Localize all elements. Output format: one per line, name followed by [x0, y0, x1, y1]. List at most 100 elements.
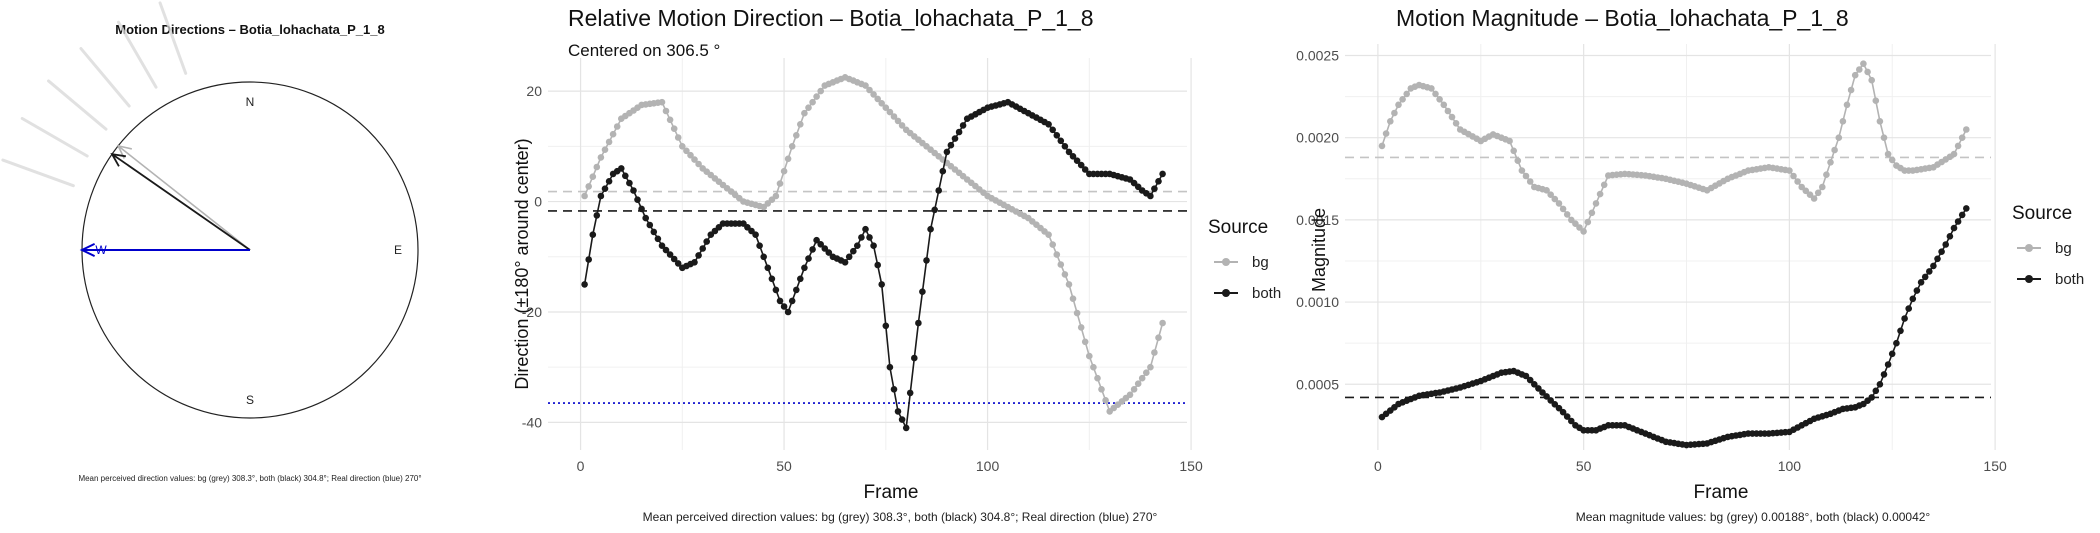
bg-point: [866, 86, 873, 94]
both-point: [1151, 185, 1158, 192]
x-tick-label: 100: [976, 458, 1000, 474]
bg-point: [691, 156, 698, 163]
bg-point: [1958, 134, 1966, 141]
bg-point: [797, 121, 804, 128]
both-point: [1522, 372, 1530, 380]
bg-point: [772, 192, 780, 200]
bg-point: [1102, 397, 1109, 404]
both-point: [1065, 148, 1073, 156]
x-tick-label: 0: [577, 458, 585, 474]
both-point: [874, 261, 881, 269]
bg-point: [1868, 76, 1875, 84]
bg-point: [609, 130, 617, 138]
both-point: [626, 179, 633, 187]
both-point: [894, 408, 902, 415]
bg-point: [894, 117, 902, 125]
bg-point: [1069, 295, 1077, 303]
both-point: [589, 231, 597, 238]
both-point: [1526, 376, 1534, 384]
real-arrow-head: [79, 243, 96, 257]
series-bg: [1378, 60, 1970, 235]
compass-label-north: N: [246, 95, 255, 109]
bg-point: [1518, 167, 1526, 174]
both-point: [585, 256, 592, 263]
both-point: [951, 135, 959, 142]
direction-caption: Mean perceived direction values: bg (gre…: [643, 510, 1158, 524]
bg-point: [1851, 71, 1859, 79]
both-point: [1551, 401, 1559, 408]
both-point: [898, 416, 906, 423]
bg-point: [601, 146, 609, 153]
both-point: [1901, 315, 1908, 322]
both-point: [1547, 397, 1554, 404]
bg-point: [1053, 251, 1061, 258]
bg-point: [1551, 195, 1559, 203]
bg-point: [1856, 66, 1863, 73]
bg-point: [1081, 338, 1089, 346]
bg-point: [593, 163, 601, 171]
bg-point: [1378, 142, 1386, 150]
bg-point: [1432, 90, 1439, 98]
both-point: [699, 245, 706, 252]
compass-arrows: [79, 144, 251, 257]
both-point: [752, 231, 759, 238]
bg-point: [1596, 190, 1604, 198]
both-point: [919, 288, 926, 296]
both-point: [1077, 161, 1085, 169]
both-point: [1954, 218, 1962, 225]
both-point: [1543, 393, 1550, 400]
both-point: [801, 264, 808, 272]
both-arrow-shaft: [111, 153, 251, 251]
bg-point: [1580, 228, 1587, 235]
both-point: [646, 221, 654, 229]
bg-point: [882, 104, 890, 111]
bg-point: [898, 122, 906, 129]
bg-point: [1045, 231, 1052, 238]
both-point: [1942, 241, 1949, 248]
magnitude-legend: Source bg both: [2012, 203, 2084, 288]
both-point: [674, 260, 682, 267]
bg-line: [1381, 62, 1968, 233]
bg-point: [1155, 334, 1162, 342]
legend-both-marker: [2025, 275, 2033, 283]
magnitude-title: Motion Magnitude – Botia_lohachata_P_1_8: [1396, 5, 1849, 31]
both-point: [935, 187, 942, 194]
both-point: [1061, 143, 1069, 150]
bg-point: [1387, 118, 1394, 125]
x-tick-label: 150: [1179, 458, 1203, 474]
y-tick-label: -20: [522, 304, 542, 320]
bg-point: [1950, 150, 1958, 158]
both-point: [776, 297, 784, 305]
y-tick-label: 0.0020: [1296, 130, 1339, 146]
legend-bg-marker: [1222, 258, 1230, 266]
both-point: [642, 214, 649, 222]
both-point: [886, 363, 894, 371]
bg-point: [1057, 261, 1065, 268]
direction-plot-area: 0 50 100 150 -40 -20 0 20: [522, 58, 1203, 474]
both-point: [858, 234, 865, 241]
bg-point: [674, 134, 682, 141]
both-point: [634, 196, 641, 203]
bg-point: [1086, 352, 1093, 360]
both-point: [618, 165, 625, 172]
both-point: [882, 322, 890, 330]
bg-point: [1444, 107, 1452, 115]
both-point: [1559, 408, 1567, 416]
both-point: [1045, 121, 1052, 128]
legend-both-label: both: [2055, 271, 2084, 288]
bg-point: [666, 116, 674, 124]
both-point: [772, 286, 780, 294]
bg-point: [1600, 181, 1608, 189]
series-bg: [581, 74, 1166, 415]
magnitude-panel: Motion Magnitude – Botia_lohachata_P_1_8…: [1296, 5, 2084, 524]
bg-point: [1547, 191, 1554, 198]
bg-point: [613, 123, 621, 130]
bg-point: [817, 87, 824, 95]
bg-point: [890, 113, 898, 120]
bg-point: [1835, 134, 1843, 141]
direction-legend: Source bg both: [1208, 217, 1281, 302]
bg-point: [605, 138, 613, 146]
magnitude-plot-area: 0 50 100 150 0.0005 0.0010 0.0015 0.0020 0.0025: [1296, 44, 2007, 474]
both-point: [902, 424, 910, 432]
both-point: [638, 205, 645, 213]
